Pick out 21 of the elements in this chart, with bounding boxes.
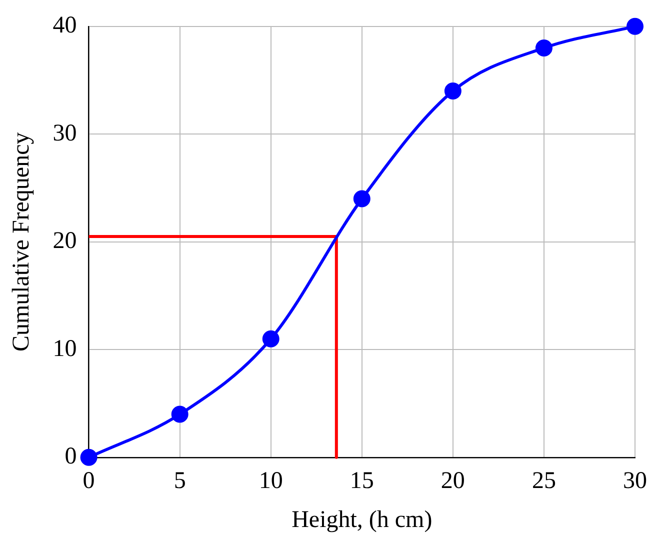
point <box>626 18 644 35</box>
y-tick-label: 30 <box>52 120 77 146</box>
x-tick-label: 5 <box>174 468 186 494</box>
point <box>353 190 370 208</box>
y-tick-label: 40 <box>52 12 77 39</box>
y-axis-title: Cumulative Frequency <box>8 132 35 352</box>
x-tick-label: 30 <box>623 468 647 494</box>
y-tick-label: 10 <box>52 336 77 362</box>
x-axis-title: Height, (h cm) <box>292 506 432 533</box>
y-tick-label: 0 <box>64 444 77 470</box>
point <box>535 39 552 56</box>
point <box>262 330 280 348</box>
point <box>444 82 462 100</box>
x-tick-label: 15 <box>350 468 374 494</box>
x-tick-label: 0 <box>82 468 95 494</box>
point <box>171 406 188 423</box>
x-tick-label: 10 <box>258 468 283 494</box>
point <box>80 448 98 466</box>
x-tick-label: 25 <box>532 468 556 494</box>
x-tick-label: 20 <box>440 468 465 494</box>
y-tick-label: 20 <box>52 228 77 254</box>
